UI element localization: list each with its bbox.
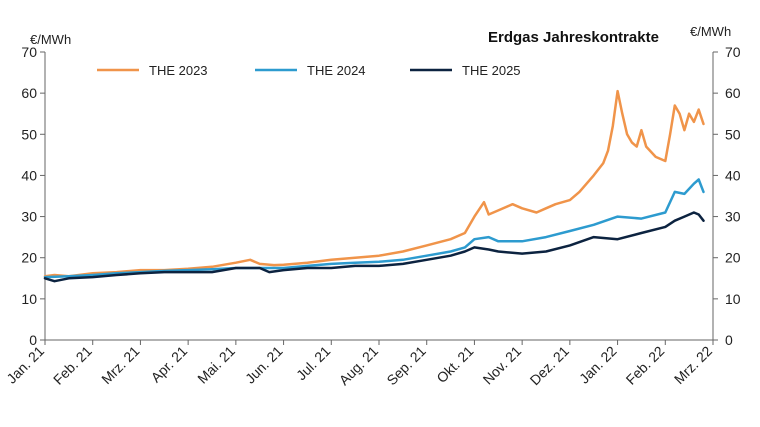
y-tick-label-left: 70 bbox=[21, 44, 37, 60]
y-tick-label-left: 20 bbox=[21, 250, 37, 266]
y-tick-label-right: 10 bbox=[725, 291, 741, 307]
x-tick-label: Jul. 21 bbox=[293, 343, 334, 384]
series-line-the-2023 bbox=[43, 89, 705, 278]
legend-label-the-2025: THE 2025 bbox=[462, 63, 521, 78]
series-layer bbox=[43, 89, 705, 283]
x-tick-label: Sep. 21 bbox=[383, 343, 429, 389]
y-tick-label-left: 50 bbox=[21, 126, 37, 142]
y-tick-label-left: 0 bbox=[29, 332, 37, 348]
x-tick-label: Nov. 21 bbox=[480, 343, 525, 388]
x-tick-label: Jan. 21 bbox=[3, 343, 47, 387]
x-tick-label: Mrz. 22 bbox=[671, 343, 715, 387]
y-tick-label-left: 30 bbox=[21, 209, 37, 225]
x-tick-label: Feb. 21 bbox=[50, 343, 95, 388]
y-tick-label-right: 60 bbox=[725, 85, 741, 101]
y-tick-label-left: 40 bbox=[21, 167, 37, 183]
legend: THE 2023 THE 2024 THE 2025 bbox=[97, 63, 521, 78]
x-tick-label: Mrz. 21 bbox=[98, 343, 142, 387]
y-tick-label-right: 20 bbox=[725, 250, 741, 266]
x-tick-label: Jun. 21 bbox=[242, 343, 286, 387]
x-tick-label: Jan. 22 bbox=[576, 343, 620, 387]
series-line-the-2024 bbox=[43, 178, 705, 279]
series-line-the-2025 bbox=[43, 211, 705, 283]
y-tick-label-left: 60 bbox=[21, 85, 37, 101]
x-tick-label: Apr. 21 bbox=[148, 343, 191, 386]
y-tick-label-right: 0 bbox=[725, 332, 733, 348]
x-tick-label: Mai. 21 bbox=[194, 343, 238, 387]
chart-title: Erdgas Jahreskontrakte bbox=[488, 29, 659, 46]
x-tick-label: Okt. 21 bbox=[433, 343, 476, 386]
legend-label-the-2024: THE 2024 bbox=[307, 63, 366, 78]
y-tick-label-right: 70 bbox=[725, 44, 741, 60]
y-tick-label-right: 30 bbox=[725, 209, 741, 225]
y-tick-label-right: 50 bbox=[725, 126, 741, 142]
y-axis-unit-right: €/MWh bbox=[690, 24, 731, 39]
x-tick-label: Dez. 21 bbox=[527, 343, 573, 389]
y-tick-label-right: 40 bbox=[725, 167, 741, 183]
y-tick-label-left: 10 bbox=[21, 291, 37, 307]
legend-label-the-2023: THE 2023 bbox=[149, 63, 208, 78]
x-tick-label: Aug. 21 bbox=[336, 343, 382, 389]
y-axis-unit-left: €/MWh bbox=[30, 32, 71, 47]
x-tick-label: Feb. 22 bbox=[623, 343, 668, 388]
